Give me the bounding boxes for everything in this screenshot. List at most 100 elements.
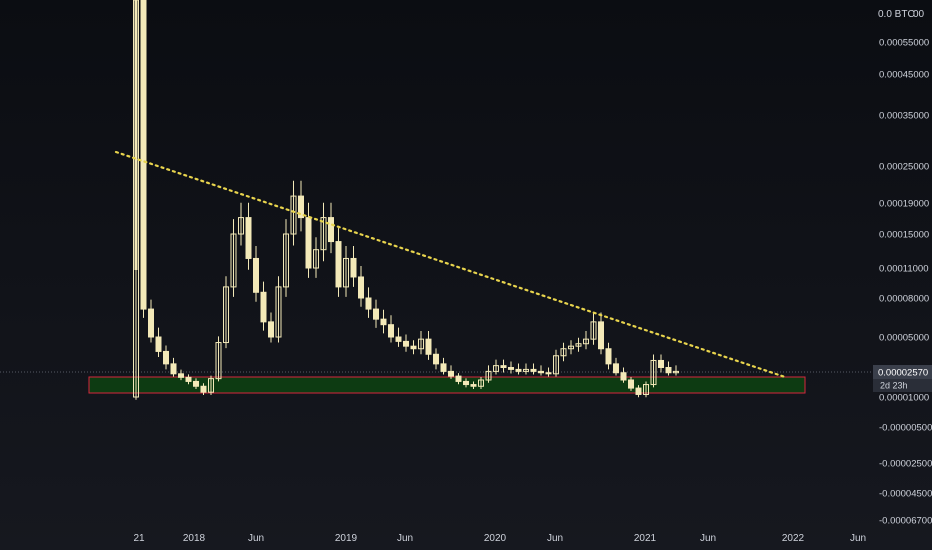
candle[interactable] (178, 369, 184, 381)
candle[interactable] (493, 359, 499, 375)
candle-body (665, 366, 672, 374)
candle[interactable] (380, 309, 387, 334)
candle[interactable] (455, 373, 462, 385)
candle[interactable] (575, 337, 582, 352)
candle[interactable] (665, 361, 672, 376)
candle[interactable] (658, 354, 664, 373)
candle[interactable] (170, 357, 177, 377)
candle-body (410, 345, 417, 350)
price-axis-tick-label: 0.00035000 (879, 111, 929, 122)
candle[interactable] (410, 340, 417, 355)
candle[interactable] (208, 375, 214, 395)
candle[interactable] (215, 336, 222, 382)
candle[interactable] (650, 354, 657, 388)
candle-body (253, 257, 259, 293)
candle[interactable] (523, 363, 529, 375)
candle[interactable] (350, 246, 357, 287)
candle[interactable] (223, 276, 229, 349)
candle-body (328, 217, 334, 243)
candle[interactable] (260, 281, 267, 331)
candle[interactable] (230, 219, 237, 297)
candle[interactable] (440, 357, 447, 375)
candle[interactable] (298, 180, 304, 232)
candle[interactable] (500, 359, 507, 373)
candle[interactable] (395, 327, 402, 347)
candle[interactable] (358, 266, 364, 307)
support-zone[interactable] (88, 376, 806, 394)
candle[interactable] (583, 330, 589, 350)
candle-body (463, 380, 469, 386)
candle-body (650, 359, 657, 386)
candle[interactable] (620, 367, 627, 383)
candle[interactable] (268, 312, 274, 343)
candle-body (485, 370, 492, 381)
candle-body (455, 375, 462, 382)
candle[interactable] (515, 363, 522, 375)
candle[interactable] (590, 312, 597, 345)
candle-body (530, 368, 537, 372)
candle[interactable] (530, 363, 537, 375)
candle-body (298, 195, 304, 219)
candle[interactable] (448, 365, 454, 379)
candle[interactable] (253, 246, 259, 302)
candle[interactable] (343, 246, 349, 297)
candle[interactable] (553, 349, 559, 377)
candle[interactable] (320, 202, 327, 262)
candle[interactable] (538, 365, 544, 376)
candle[interactable] (628, 376, 634, 391)
candle-body (553, 355, 559, 375)
time-axis-tick-label: Jun (248, 533, 264, 544)
candle-body (350, 257, 357, 278)
candle[interactable] (365, 287, 372, 318)
resistance-trendline[interactable] (114, 150, 787, 379)
candle[interactable] (238, 202, 244, 246)
candle[interactable] (545, 367, 552, 377)
candle[interactable] (673, 365, 679, 376)
candle[interactable] (388, 315, 394, 343)
time-axis-tick-label: Jun (850, 533, 866, 544)
candle[interactable] (613, 357, 619, 376)
candle[interactable] (560, 342, 567, 362)
candle[interactable] (140, 0, 147, 318)
candle[interactable] (163, 345, 169, 370)
candle[interactable] (283, 219, 289, 297)
candle-body (290, 195, 297, 235)
candle[interactable] (605, 342, 612, 370)
candle[interactable] (313, 237, 319, 278)
price-axis[interactable]: 0.00055000 0.00045000 0.00035000 0.00025000… (879, 38, 932, 527)
candle[interactable] (200, 383, 207, 395)
candle[interactable] (245, 202, 252, 270)
candle[interactable] (463, 378, 469, 388)
candle[interactable] (328, 202, 334, 254)
candle-body (140, 0, 147, 310)
time-axis[interactable]: 21 2018 Jun 2019 Jun 2020 Jun 2021 Jun 2022 Jun (133, 533, 866, 544)
candle[interactable] (373, 299, 379, 328)
candle[interactable] (478, 376, 484, 390)
candle-body (133, 0, 139, 398)
candle[interactable] (643, 381, 649, 398)
candle[interactable] (485, 365, 492, 383)
candle[interactable] (635, 385, 642, 398)
candle[interactable] (433, 348, 439, 370)
candle[interactable] (275, 276, 282, 343)
time-axis-tick-label: 2018 (183, 533, 206, 544)
candle[interactable] (470, 381, 477, 390)
candle[interactable] (568, 340, 574, 355)
candle[interactable] (193, 378, 199, 390)
candle[interactable] (508, 361, 514, 374)
candle[interactable] (418, 330, 424, 355)
candle-body (635, 387, 642, 395)
candle[interactable] (403, 334, 409, 352)
plot-area[interactable] (0, 0, 873, 400)
candle[interactable] (185, 374, 192, 385)
candle[interactable] (598, 312, 604, 355)
candle[interactable] (290, 180, 297, 246)
candle[interactable] (148, 299, 154, 343)
candle[interactable] (335, 228, 342, 297)
candle[interactable] (425, 330, 432, 360)
candle[interactable] (155, 327, 162, 357)
candle-body (365, 297, 372, 310)
price-axis-tick-label: 0.00025000 (879, 162, 929, 173)
time-axis-tick-label: 2022 (782, 533, 805, 544)
